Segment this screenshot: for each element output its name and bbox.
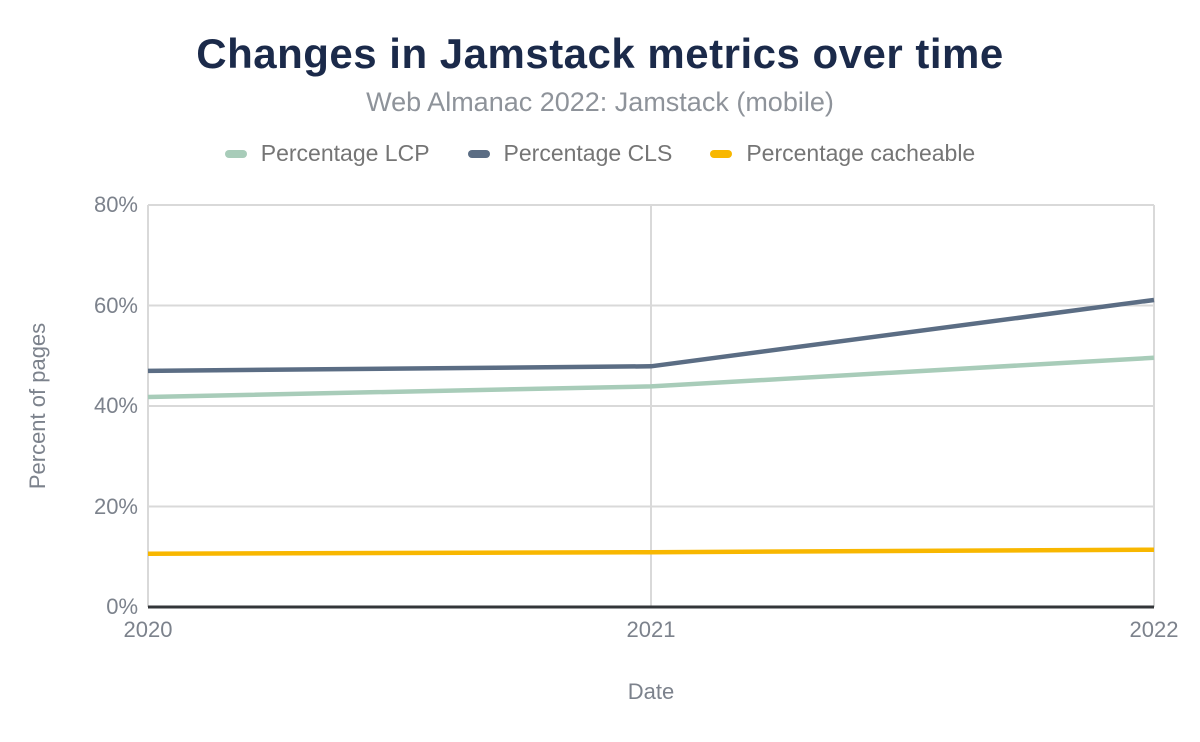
legend-item-percentage-lcp: Percentage LCP <box>224 140 430 167</box>
x-axis-title: Date <box>627 679 675 704</box>
x-tick-label: 2020 <box>123 617 173 642</box>
x-tick-label: 2021 <box>626 617 676 642</box>
series-line-percentage-lcp <box>147 355 1155 400</box>
legend: Percentage LCP Percentage CLS Percentage… <box>0 140 1200 167</box>
series-line-percentage-cacheable <box>147 547 1155 556</box>
legend-label-lcp: Percentage LCP <box>260 140 430 166</box>
legend-item-percentage-cls: Percentage CLS <box>467 140 673 167</box>
y-tick-label: 20% <box>93 493 138 519</box>
y-tick-label: 80% <box>93 192 138 217</box>
legend-swatch-lcp-icon <box>224 149 247 158</box>
chart-title: Changes in Jamstack metrics over time <box>196 30 1004 77</box>
legend-swatch-cls-icon <box>467 149 490 158</box>
legend-label-cls: Percentage CLS <box>503 140 673 166</box>
legend-item-percentage-cacheable: Percentage cacheable <box>710 140 975 167</box>
plot-svg <box>147 204 1155 609</box>
legend-swatch-cacheable-icon <box>710 149 733 158</box>
y-tick-label: 40% <box>93 393 138 418</box>
chart-subtitle: Web Almanac 2022: Jamstack (mobile) <box>366 87 834 117</box>
legend-label-cacheable: Percentage cacheable <box>746 140 976 166</box>
y-tick-label: 0% <box>106 594 138 619</box>
y-tick-label: 60% <box>93 292 138 318</box>
x-tick-label: 2022 <box>1129 617 1179 642</box>
series-line-percentage-cls <box>147 297 1155 374</box>
